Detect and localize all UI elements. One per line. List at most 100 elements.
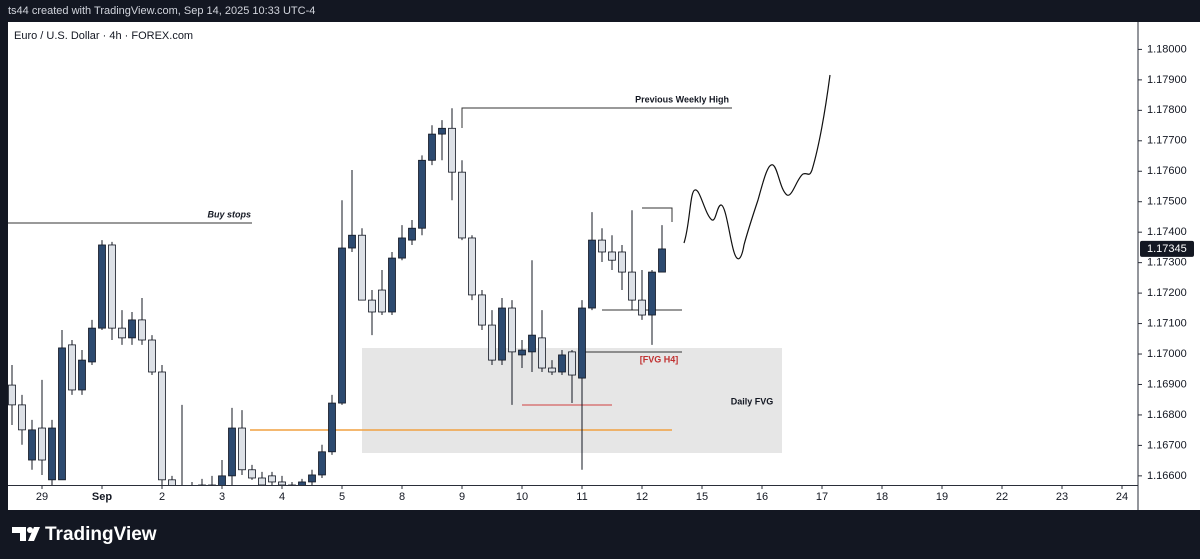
candle-body (528, 334, 536, 353)
y-tick-label: 1.17100 (1147, 317, 1187, 329)
x-tick-label: 18 (876, 491, 888, 503)
range-high-line (642, 207, 673, 222)
last-price-marker (1140, 240, 1194, 257)
candle-body (388, 257, 396, 313)
candle-body (498, 307, 506, 361)
weekly-high-line (461, 107, 732, 128)
candle-body (168, 479, 176, 485)
x-tick-label: 9 (459, 491, 465, 503)
candle-body (258, 477, 266, 485)
annotation: Previous Weekly High (635, 94, 729, 104)
candle-body (608, 251, 616, 261)
x-tick-label: 19 (936, 491, 948, 503)
x-tick-label: 2 (159, 491, 165, 503)
x-tick-label: 5 (339, 491, 345, 503)
candle-body (158, 371, 166, 481)
candle-body (118, 327, 126, 339)
candle-body (648, 271, 656, 316)
y-tick-label: 1.16600 (1147, 470, 1187, 482)
x-tick-label: 3 (219, 491, 225, 503)
candle-body (248, 469, 256, 479)
candle-body (658, 248, 666, 273)
candle-body (438, 127, 446, 135)
candle-body (108, 244, 116, 329)
candle-body (88, 327, 96, 363)
candle-body (448, 127, 456, 173)
brand-icon-dot (27, 527, 33, 533)
x-tick-label: 23 (1056, 491, 1068, 503)
candle-body (8, 384, 16, 406)
brand-icon (12, 527, 40, 541)
y-tick-label: 1.17500 (1147, 196, 1187, 208)
y-tick-label: 1.17300 (1147, 257, 1187, 269)
candle-body (588, 239, 596, 309)
candle-body (628, 271, 636, 301)
y-tick-label: 1.17400 (1147, 226, 1187, 238)
candle-body (278, 481, 286, 485)
y-tick-label: 1.17800 (1147, 104, 1187, 116)
candle-body (368, 299, 376, 313)
candle-body (568, 351, 576, 376)
candle-body (298, 481, 306, 485)
candle-body (408, 227, 416, 241)
candle-body (268, 475, 276, 483)
annotation: Buy stops (207, 209, 251, 219)
annotation: [FVG H4] (640, 354, 679, 364)
candle-body (338, 247, 346, 404)
candle-body (98, 244, 106, 329)
brand-logo: TradingView (12, 524, 157, 545)
candle-body (218, 475, 226, 485)
candle-body (488, 324, 496, 361)
candle-body (238, 427, 246, 471)
header-text: ts44 created with TradingView.com, Sep 1… (8, 5, 315, 17)
annotation: Daily FVG (731, 396, 774, 406)
candle-body (28, 429, 36, 461)
y-tick-label: 1.17000 (1147, 348, 1187, 360)
candle-body (58, 347, 66, 481)
last-price-label: 1.17345 (1147, 243, 1187, 255)
candle-body (518, 349, 526, 356)
candle-body (508, 307, 516, 353)
axes: 1.16600 1.16700 1.16800 1.16900 1.17000 1.171… (36, 43, 1187, 503)
y-tick-label: 1.16800 (1147, 409, 1187, 421)
candle-body (548, 367, 556, 373)
y-tick-label: 1.17700 (1147, 135, 1187, 147)
candle-body (638, 299, 646, 316)
candle-body (378, 289, 386, 313)
candle-body (138, 319, 146, 341)
projected-path (683, 74, 831, 260)
x-tick-label: 17 (816, 491, 828, 503)
candles (8, 108, 666, 485)
brand-text: TradingView (45, 524, 157, 545)
x-tick-label: 15 (696, 491, 708, 503)
x-tick-label: 24 (1116, 491, 1128, 503)
x-tick-label: 29 (36, 491, 48, 503)
y-tick-label: 1.17900 (1147, 74, 1187, 86)
y-tick-label: 1.18000 (1147, 43, 1187, 55)
candle-body (558, 354, 566, 373)
candle-body (418, 159, 426, 229)
candle-body (598, 239, 606, 253)
candle-body (358, 234, 366, 301)
x-tick-label: 11 (576, 491, 587, 503)
candle-body (398, 237, 406, 259)
candle-body (538, 337, 546, 369)
candle-body (458, 171, 466, 239)
y-tick-label: 1.17600 (1147, 165, 1187, 177)
x-tick-label: 10 (516, 491, 528, 503)
candle-body (478, 294, 486, 326)
candle-body (318, 451, 326, 476)
x-tick-label: 12 (636, 491, 648, 503)
candle-body (328, 402, 336, 453)
y-tick-label: 1.16900 (1147, 378, 1187, 390)
candle-body (308, 474, 316, 483)
candle-body (68, 344, 76, 391)
candle-body (148, 339, 156, 373)
candle-body (428, 133, 436, 161)
chart-title: Euro / U.S. Dollar · 4h · FOREX.com (14, 30, 193, 42)
candle-body (128, 319, 136, 339)
candle-body (578, 307, 586, 379)
candle-body (468, 237, 476, 296)
